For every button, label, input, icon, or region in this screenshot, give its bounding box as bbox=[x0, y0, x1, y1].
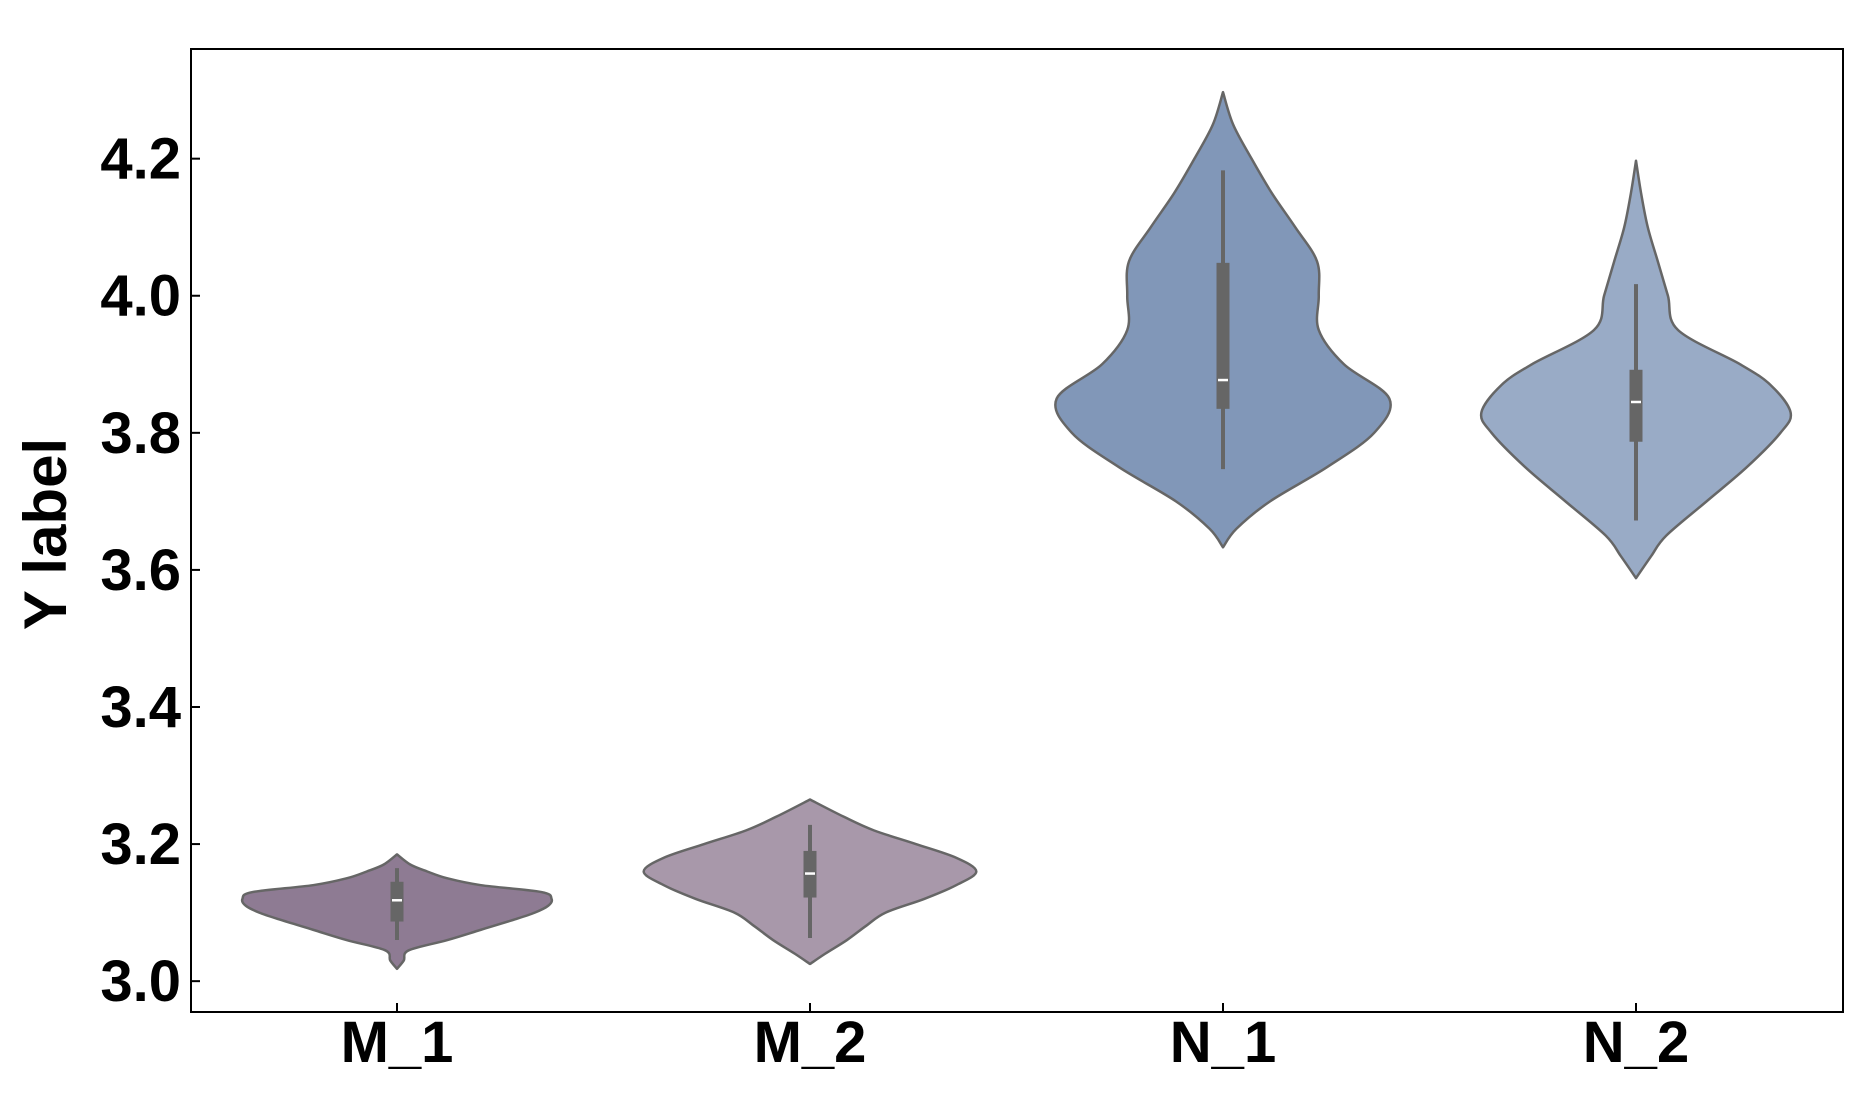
iqr-box-N_2 bbox=[1629, 369, 1643, 442]
y-axis: 3.0 3.2 3.4 3.6 3.8 4.0 4.2 bbox=[100, 127, 200, 1014]
x-tick-label: M_2 bbox=[754, 1010, 867, 1075]
violins-group bbox=[240, 90, 1793, 971]
iqr-box-N_1 bbox=[1216, 262, 1230, 409]
y-tick-label: 3.6 bbox=[100, 538, 181, 603]
y-tick-label: 4.2 bbox=[100, 127, 181, 192]
y-axis-label: Y label bbox=[12, 438, 79, 630]
x-tick-label: N_1 bbox=[1170, 1010, 1276, 1075]
x-tick-label: M_1 bbox=[341, 1010, 454, 1075]
y-tick-label: 3.0 bbox=[100, 949, 181, 1014]
plot-frame bbox=[190, 48, 1844, 1013]
iqr-box-M_1 bbox=[390, 881, 404, 922]
x-tick-label: N_2 bbox=[1583, 1010, 1689, 1075]
y-tick-label: 3.8 bbox=[100, 401, 181, 466]
boxplots-group bbox=[390, 170, 1643, 941]
y-tick-label: 3.4 bbox=[100, 675, 181, 740]
y-tick-label: 4.0 bbox=[100, 264, 181, 329]
x-axis: M_1 M_2 N_1 N_2 bbox=[341, 1003, 1689, 1075]
y-tick-label: 3.2 bbox=[100, 812, 181, 877]
